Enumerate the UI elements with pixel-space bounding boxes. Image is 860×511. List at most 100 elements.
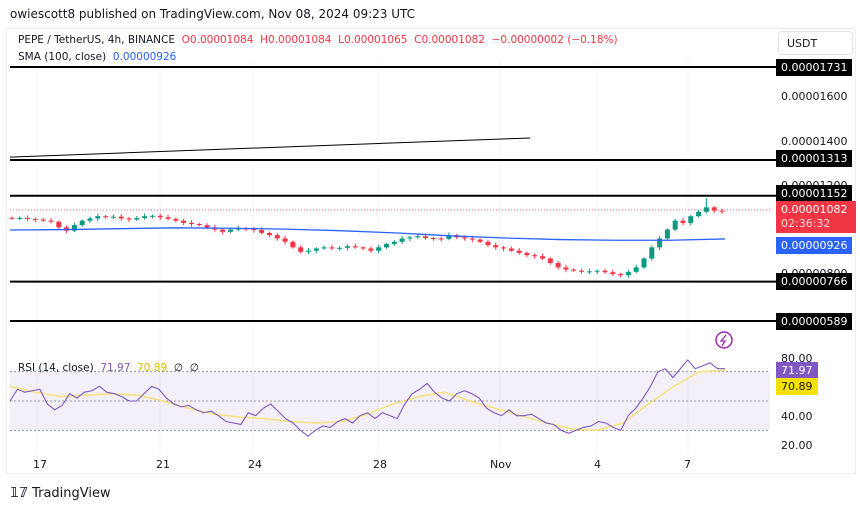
candle bbox=[594, 270, 600, 272]
rsi-tag: 71.97 bbox=[776, 362, 818, 379]
candle bbox=[649, 247, 655, 259]
candle bbox=[524, 252, 530, 256]
rsi-tick: 20.00 bbox=[781, 439, 813, 452]
candle bbox=[477, 239, 483, 242]
candle bbox=[641, 258, 647, 268]
x-tick: 24 bbox=[248, 458, 262, 471]
candle bbox=[71, 225, 77, 231]
last-price-tag: 0.00001082 02:36:32 bbox=[776, 201, 856, 233]
rsi-legend[interactable]: RSI (14, close) 71.97 70.89 ∅ ∅ bbox=[18, 362, 199, 374]
candle bbox=[688, 216, 694, 223]
candle bbox=[142, 216, 148, 219]
candle bbox=[711, 207, 717, 211]
trend-line bbox=[9, 137, 531, 158]
grid bbox=[36, 60, 689, 455]
rsi-tick: 40.00 bbox=[781, 410, 813, 423]
rsi-tick: 80.00 bbox=[781, 352, 813, 365]
candle bbox=[282, 238, 288, 242]
candle bbox=[25, 218, 31, 220]
candle bbox=[501, 247, 507, 249]
high-value: H0.00001084 bbox=[260, 34, 332, 46]
candle bbox=[399, 238, 405, 242]
candle bbox=[571, 269, 577, 271]
tradingview-logo[interactable]: 𝟙𝟟 TradingView bbox=[10, 486, 111, 501]
candle bbox=[462, 237, 468, 239]
candle bbox=[563, 267, 569, 270]
candle bbox=[633, 267, 639, 272]
candle bbox=[438, 238, 444, 240]
candle bbox=[407, 237, 413, 239]
rsi-extra: ∅ bbox=[189, 362, 199, 374]
price-tick: 0.00001600 bbox=[781, 90, 848, 103]
candle bbox=[360, 247, 366, 249]
candle bbox=[391, 241, 397, 245]
candle bbox=[446, 235, 452, 239]
candle bbox=[337, 247, 343, 249]
publish-info: owiescott8 published on TradingView.com,… bbox=[10, 7, 416, 21]
candle bbox=[196, 224, 202, 226]
lightning-icon bbox=[715, 331, 733, 349]
candle bbox=[274, 235, 280, 239]
candle bbox=[321, 247, 327, 249]
sma-tag: 0.00000926 bbox=[776, 237, 853, 254]
candle bbox=[602, 270, 608, 273]
rsi-ma-value: 70.89 bbox=[137, 362, 168, 374]
rsi-bands bbox=[10, 371, 770, 431]
level-label: 0.00001731 bbox=[776, 59, 853, 76]
rsi-extra: ∅ bbox=[173, 362, 184, 374]
price-tick: 0.00001400 bbox=[781, 135, 848, 148]
candle bbox=[352, 246, 358, 248]
candle bbox=[555, 262, 561, 268]
level-label: 0.00000766 bbox=[776, 273, 853, 290]
candle bbox=[110, 216, 116, 218]
price-tick: 0.00000800 bbox=[781, 267, 848, 277]
rsi-line bbox=[9, 359, 725, 437]
candle bbox=[586, 271, 592, 273]
candle bbox=[672, 220, 678, 230]
candle bbox=[532, 255, 538, 257]
x-tick: 21 bbox=[156, 458, 170, 471]
candle bbox=[657, 238, 663, 248]
candle bbox=[181, 220, 187, 223]
ohlc-legend: PEPE / TetherUS, 4h, BINANCE O0.00001084… bbox=[18, 34, 618, 46]
x-tick: 7 bbox=[684, 458, 691, 471]
candle bbox=[103, 216, 109, 218]
candle bbox=[493, 245, 499, 248]
candle bbox=[313, 248, 319, 251]
low-value: L0.00001065 bbox=[338, 34, 408, 46]
bar-countdown: 02:36:32 bbox=[781, 217, 831, 230]
candle bbox=[157, 215, 163, 218]
levels bbox=[10, 66, 776, 322]
candle bbox=[508, 248, 514, 251]
candle bbox=[165, 217, 171, 219]
candle bbox=[290, 241, 296, 248]
candle bbox=[298, 247, 304, 252]
candle bbox=[610, 272, 616, 275]
x-tick: 28 bbox=[373, 458, 387, 471]
candle bbox=[547, 258, 553, 263]
last-price: 0.00001082 bbox=[781, 203, 848, 216]
candle bbox=[126, 218, 132, 220]
candle bbox=[227, 229, 233, 232]
rsi-ma-line bbox=[9, 369, 726, 432]
sma-value: 0.00000926 bbox=[112, 51, 177, 63]
x-tick: 17 bbox=[33, 458, 47, 471]
level-label: 0.00001313 bbox=[776, 150, 853, 167]
candle bbox=[368, 248, 374, 251]
candle bbox=[188, 222, 194, 225]
open-value: O0.00001084 bbox=[181, 34, 254, 46]
candle bbox=[376, 247, 382, 251]
sma-label: SMA (100, close) bbox=[18, 51, 107, 63]
candle bbox=[618, 274, 624, 276]
candle bbox=[329, 247, 335, 249]
candle bbox=[48, 220, 54, 222]
candle bbox=[9, 217, 15, 219]
brand-name: TradingView bbox=[32, 486, 111, 501]
candle bbox=[118, 216, 124, 219]
candle bbox=[696, 211, 702, 217]
currency-button[interactable]: USDT bbox=[778, 31, 853, 55]
tradingview-icon: 𝟙𝟟 bbox=[10, 486, 29, 501]
candle bbox=[664, 229, 670, 239]
sma-legend[interactable]: SMA (100, close) 0.00000926 bbox=[18, 51, 176, 63]
